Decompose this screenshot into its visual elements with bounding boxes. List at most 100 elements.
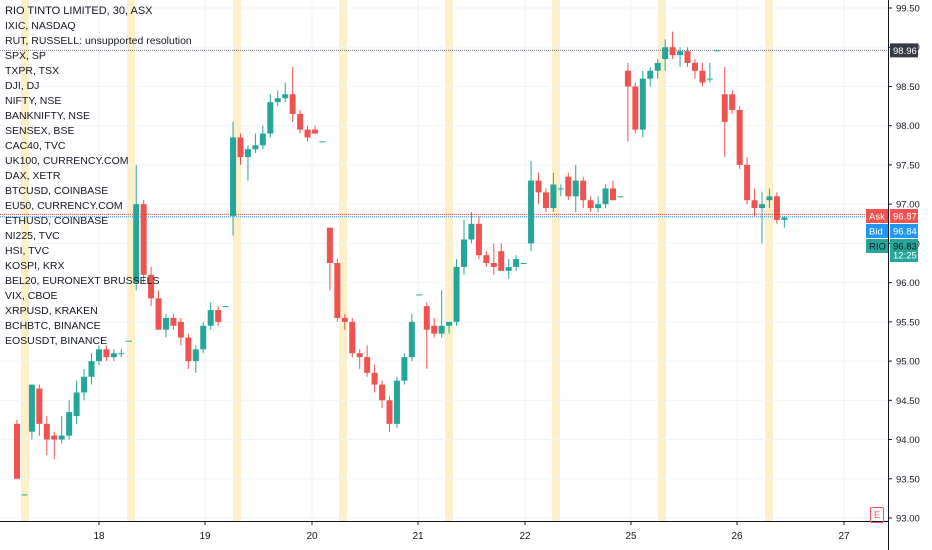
candle	[95, 345, 102, 365]
last-price-tag: 96.83	[893, 242, 917, 253]
candle	[36, 384, 43, 436]
legend-symbol[interactable]: DJI, DJ	[5, 80, 40, 92]
candle-body	[729, 94, 736, 110]
candle	[416, 294, 423, 296]
candle	[706, 62, 713, 83]
candle	[729, 90, 736, 114]
candle	[297, 110, 304, 134]
candle	[58, 416, 65, 444]
candle	[282, 82, 289, 103]
candle-body	[140, 204, 147, 275]
y-tick-label: 95.00	[896, 357, 920, 368]
candle-body	[446, 321, 453, 326]
candle-body	[356, 353, 363, 358]
candle-body	[379, 384, 386, 401]
session-band	[658, 0, 666, 521]
x-tick-label: 18	[93, 531, 105, 542]
candle-body	[148, 274, 155, 299]
y-tick-label: 98.00	[896, 121, 920, 132]
legend-symbol[interactable]: DAX, XETR	[5, 170, 61, 182]
candle	[140, 200, 147, 283]
candle	[490, 243, 497, 275]
candle-body	[259, 133, 266, 146]
candle-body	[572, 180, 579, 197]
candle	[505, 259, 512, 279]
candle-body	[624, 70, 631, 87]
candle-body	[632, 86, 639, 130]
legend-symbol[interactable]: BEL20, EURONEXT BRUSSELS	[5, 275, 160, 287]
candle-body	[118, 353, 125, 355]
candle-body	[207, 310, 214, 326]
candle-body	[699, 70, 706, 83]
candle-body	[520, 263, 527, 264]
legend-symbol[interactable]: NIFTY, NSE	[5, 95, 62, 107]
legend-symbol[interactable]: BANKNIFTY, NSE	[5, 110, 90, 122]
candle	[401, 353, 408, 385]
legend-symbol[interactable]: XRPUSD, KRAKEN	[5, 305, 98, 317]
candle	[669, 31, 676, 59]
candle	[386, 396, 393, 432]
earnings-event-badge[interactable]: E	[870, 507, 884, 523]
candle-body	[200, 325, 207, 350]
candle-body	[773, 196, 780, 220]
candle-body	[669, 47, 676, 56]
y-tick-label: 97.00	[896, 200, 920, 211]
legend-symbol[interactable]: RUT, RUSSELL: unsupported resolution	[5, 35, 192, 47]
candle	[647, 66, 654, 87]
candle-body	[297, 113, 304, 130]
candle-body	[312, 129, 318, 134]
candle	[207, 302, 214, 330]
legend-symbol[interactable]: TXPR, TSX	[5, 65, 60, 77]
candle	[461, 219, 467, 275]
legend-symbol[interactable]: IXIC, NASDAQ	[5, 20, 76, 32]
legend-symbol[interactable]: BTCUSD, COINBASE	[5, 185, 109, 197]
candle	[326, 227, 333, 291]
candle	[423, 302, 430, 369]
candle	[595, 196, 602, 212]
session-band	[445, 0, 453, 521]
candle-body	[438, 325, 445, 334]
legend-symbol[interactable]: ETHUSD, COINBASE	[5, 215, 109, 227]
candle	[170, 314, 177, 330]
countdown-tag-bg	[890, 250, 918, 262]
candle	[632, 82, 639, 134]
x-tick-label: 19	[199, 531, 211, 542]
candle	[773, 192, 780, 224]
legend-symbol[interactable]: SENSEX, BSE	[5, 125, 75, 137]
y-tick-label: 93.00	[896, 514, 920, 525]
main-symbol-title[interactable]: RIO TINTO LIMITED, 30, ASX	[5, 5, 153, 17]
candle-body	[639, 78, 646, 130]
legend-symbol[interactable]: EU50, CURRENCY.COM	[5, 200, 123, 212]
legend-symbol[interactable]: EOSUSDT, BINANCE	[5, 335, 108, 347]
legend-symbol[interactable]: CAC40, TVC	[5, 140, 66, 152]
candle	[446, 321, 453, 334]
candle-body	[736, 110, 743, 165]
candle-body	[244, 149, 251, 158]
candle	[535, 172, 542, 205]
candle-body	[58, 435, 65, 440]
session-band	[233, 0, 241, 521]
candle	[542, 188, 549, 212]
legend-symbol[interactable]: VIX, CBOE	[5, 290, 58, 302]
candle-body	[66, 412, 73, 436]
candle-body	[133, 204, 140, 283]
candle	[185, 333, 192, 369]
candle-body	[319, 141, 326, 143]
candle-body	[192, 349, 199, 362]
legend-symbol[interactable]: BCHBTC, BINANCE	[5, 320, 101, 332]
legend-symbol[interactable]: KOSPI, KRX	[5, 260, 65, 272]
candle-body	[744, 164, 751, 201]
candle	[393, 376, 400, 428]
legend-symbol[interactable]: HSI, TVC	[5, 245, 50, 257]
candle	[252, 133, 259, 154]
legend-symbol[interactable]: SPX, SP	[5, 50, 46, 62]
candle-body	[185, 337, 192, 362]
candle-body	[252, 145, 259, 150]
candle	[222, 306, 229, 308]
x-tick-label: 21	[412, 531, 424, 542]
legend-symbol[interactable]: NI225, TVC	[5, 230, 60, 242]
candle-body	[528, 180, 535, 244]
legend-symbol[interactable]: UK100, CURRENCY.COM	[5, 155, 129, 167]
